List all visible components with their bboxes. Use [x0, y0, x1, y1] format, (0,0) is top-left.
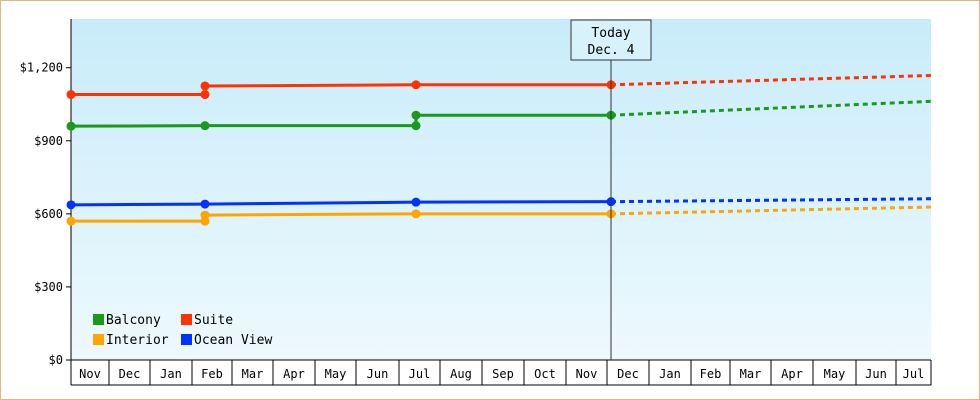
- x-tick-label: Jun: [367, 367, 389, 381]
- legend-label: Suite: [194, 313, 233, 328]
- x-tick-label: Feb: [700, 367, 722, 381]
- legend-swatch: [93, 314, 104, 325]
- x-tick-label: Jul: [409, 367, 431, 381]
- legend-label: Ocean View: [194, 333, 272, 348]
- series-point: [411, 121, 421, 131]
- x-tick-label: May: [824, 367, 846, 381]
- series-point: [66, 121, 76, 131]
- series-point: [66, 200, 76, 210]
- plot-background: [71, 19, 931, 360]
- x-tick-label: May: [325, 367, 347, 381]
- x-tick-label: Dec: [617, 367, 639, 381]
- today-marker: Today Dec. 4: [570, 19, 652, 360]
- series-point: [411, 197, 421, 207]
- legend-swatch: [181, 334, 192, 345]
- y-axis: $0 $300 $600 $900 $1,200: [20, 19, 72, 367]
- x-axis: Nov Dec Jan Feb Mar Apr May Jun Jul Aug Sep Oct Nov D…: [70, 359, 932, 386]
- series-line: [70, 200, 612, 207]
- y-tick-label: $0: [49, 353, 63, 367]
- today-date: Dec. 4: [588, 43, 635, 58]
- series-point: [66, 90, 76, 100]
- x-tick-label: Feb: [201, 367, 223, 381]
- y-tick-label: $600: [34, 207, 63, 221]
- legend-label: Balcony: [106, 313, 161, 328]
- series-point: [200, 199, 210, 209]
- legend-label: Interior: [106, 333, 169, 348]
- legend-swatch: [93, 334, 104, 345]
- x-tick-label: Jan: [659, 367, 681, 381]
- x-tick-label: Sep: [492, 367, 514, 381]
- series-point: [411, 80, 421, 90]
- series-point: [200, 121, 210, 131]
- series-point: [200, 81, 210, 91]
- legend-swatch: [181, 314, 192, 325]
- legend: Balcony Suite Interior Ocean View: [93, 313, 272, 348]
- x-tick-label: Jul: [903, 367, 925, 381]
- series-point: [200, 210, 210, 220]
- y-tick-label: $300: [34, 280, 63, 294]
- today-box: [570, 19, 652, 61]
- x-tick-label: Aug: [450, 367, 472, 381]
- x-tick-label: Jan: [160, 367, 182, 381]
- y-tick-label: $900: [34, 134, 63, 148]
- today-label: Today: [591, 26, 630, 41]
- x-tick-label: Oct: [534, 367, 556, 381]
- series-group: [66, 74, 932, 226]
- x-tick-label: Jun: [865, 367, 887, 381]
- y-tick-label: $1,200: [20, 61, 63, 75]
- series-point: [66, 216, 76, 226]
- series-point: [411, 209, 421, 219]
- x-tick-label: Nov: [79, 367, 101, 381]
- x-tick-label: Nov: [576, 367, 598, 381]
- series-point: [200, 90, 210, 100]
- series-point: [411, 110, 421, 120]
- x-tick-label: Apr: [781, 367, 803, 381]
- x-tick-label: Dec: [119, 367, 141, 381]
- x-tick-label: Mar: [740, 367, 762, 381]
- x-tick-label: Apr: [283, 367, 305, 381]
- x-tick-label: Mar: [242, 367, 264, 381]
